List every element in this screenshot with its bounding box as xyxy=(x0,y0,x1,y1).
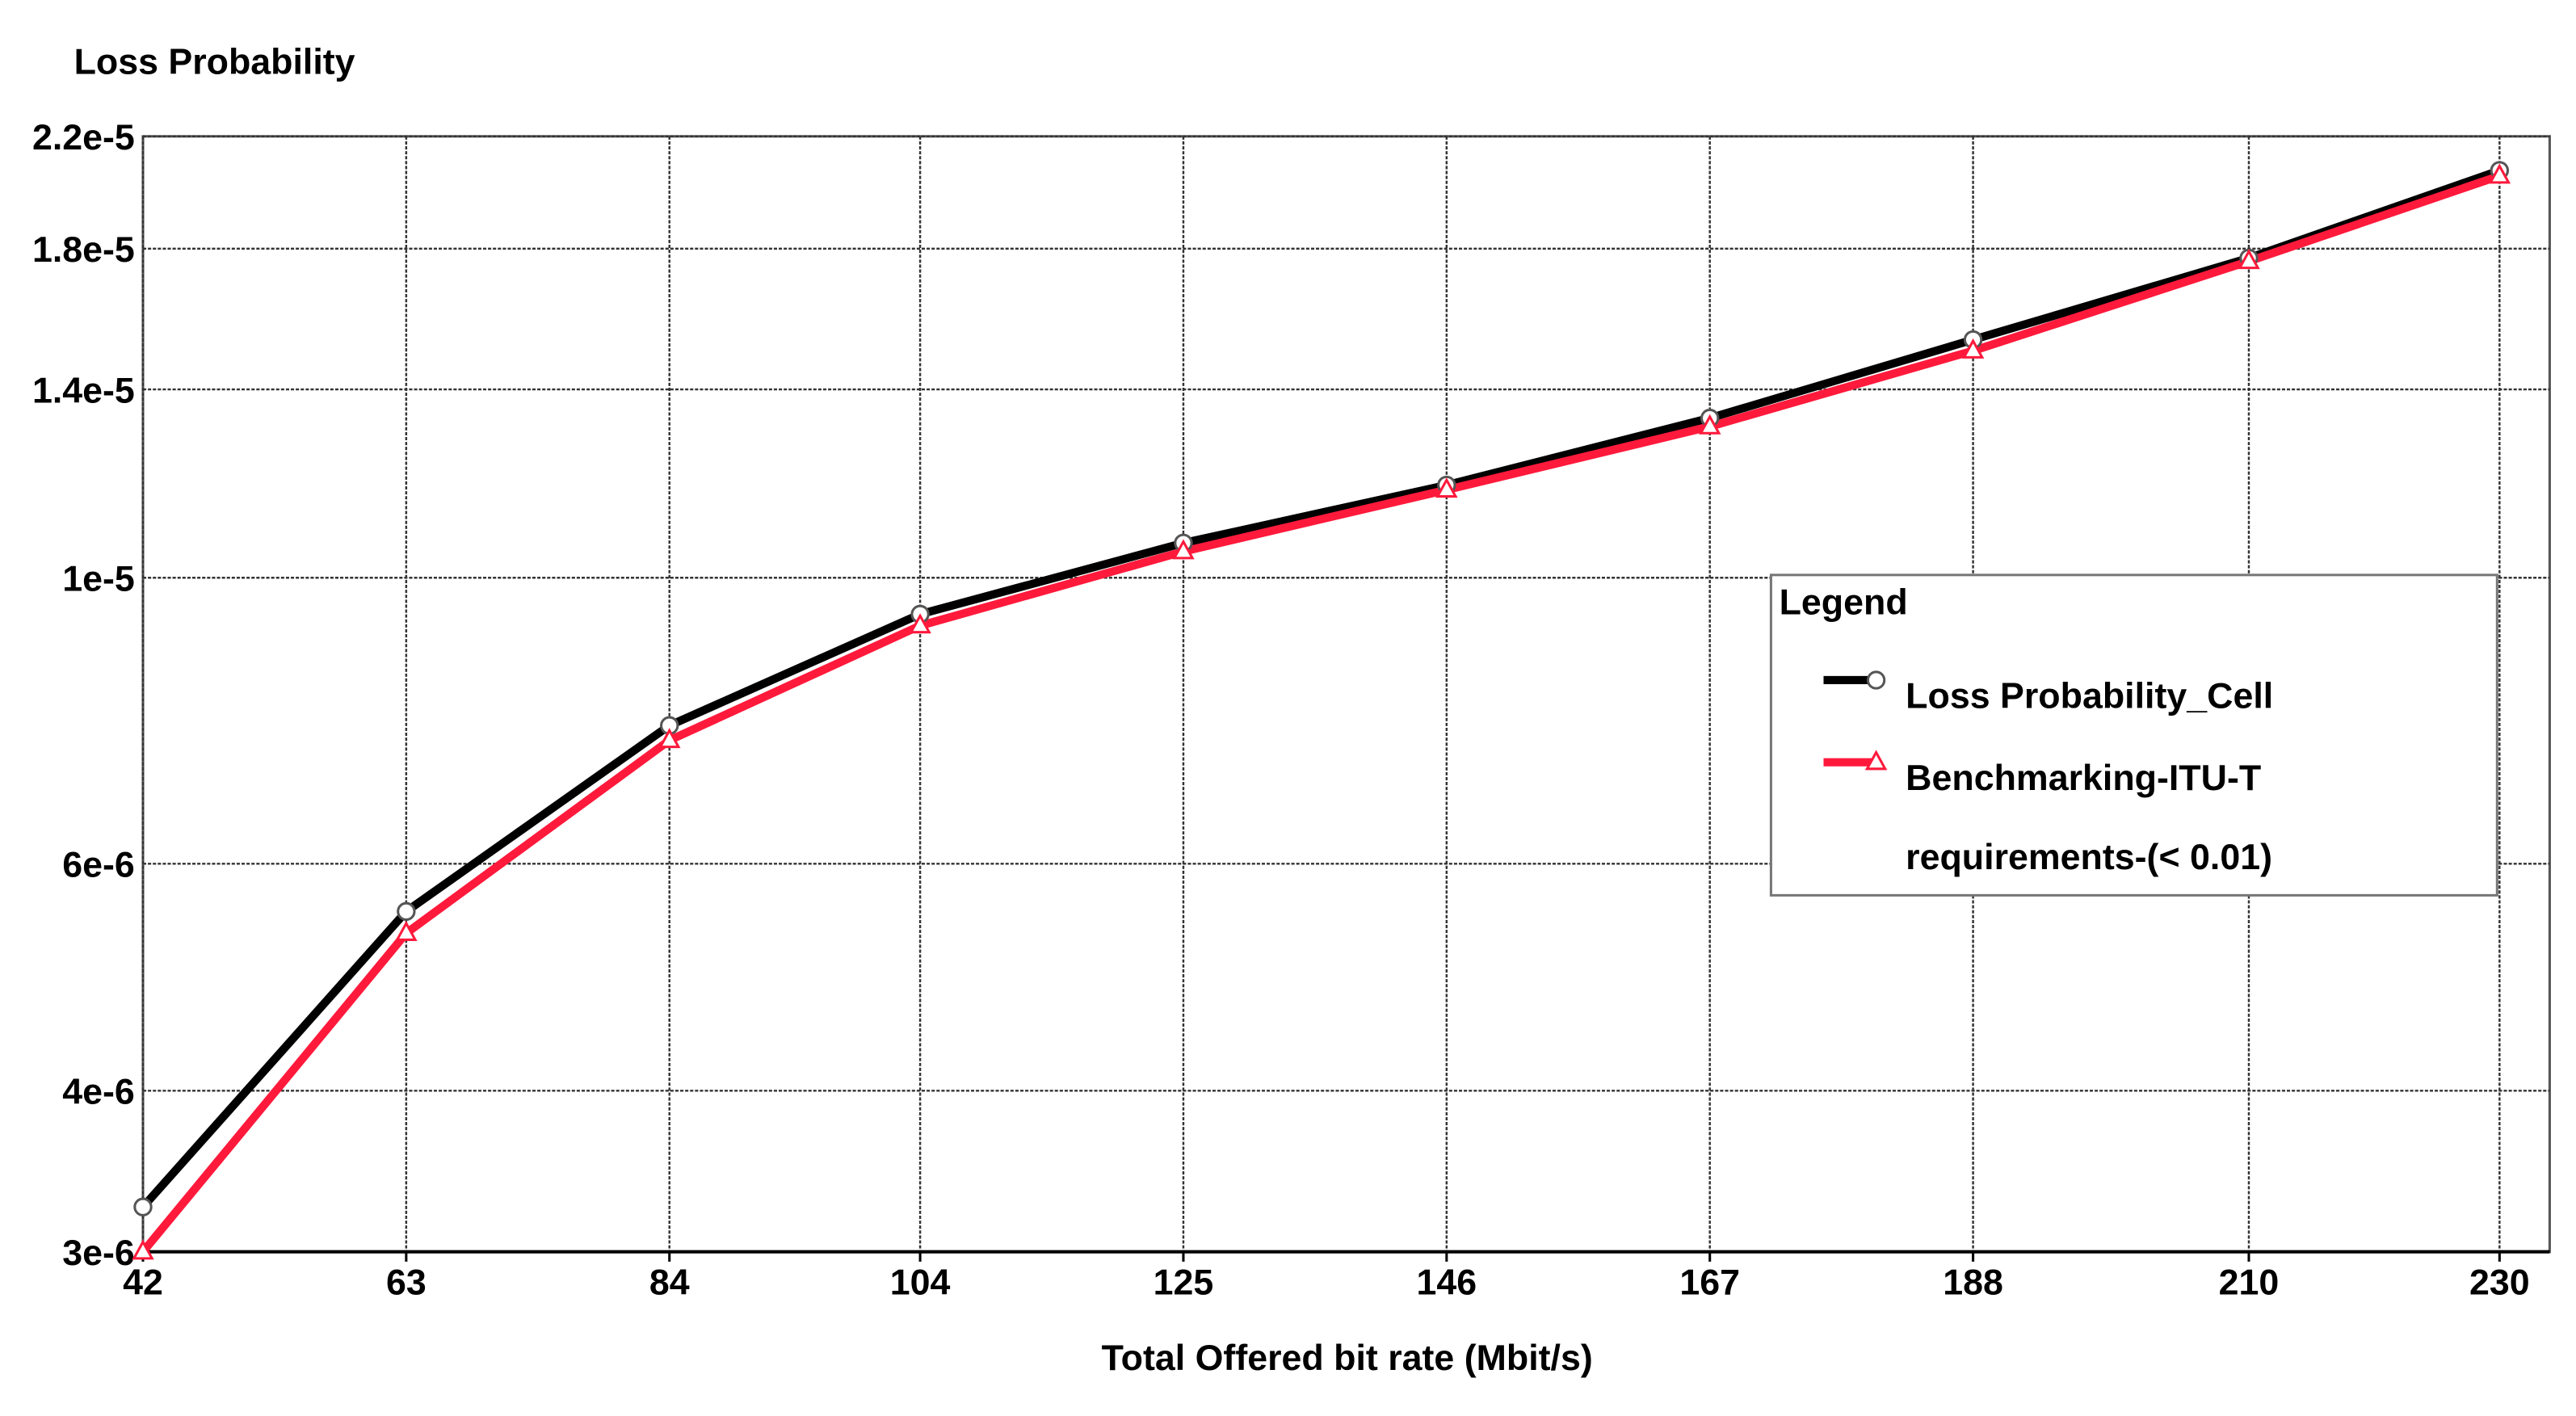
x-tick-label: 167 xyxy=(1679,1263,1740,1303)
legend-title: Legend xyxy=(1779,581,1908,623)
x-tick-label: 104 xyxy=(890,1263,951,1303)
y-axis-title: Loss Probability xyxy=(74,42,355,82)
x-tick-label: 63 xyxy=(386,1263,427,1303)
legend-box xyxy=(1769,574,2498,897)
marker xyxy=(1866,670,1886,690)
x-tick-label: 210 xyxy=(2219,1263,2280,1303)
y-tick-label: 4e-6 xyxy=(62,1072,135,1112)
legend-label: Benchmarking-ITU-T requirements-(< 0.01) xyxy=(1906,757,2272,878)
marker xyxy=(909,613,931,634)
marker xyxy=(1961,338,1985,359)
x-tick-label: 146 xyxy=(1417,1263,1477,1303)
series-line xyxy=(140,166,2502,1210)
marker xyxy=(1435,477,1458,498)
marker xyxy=(395,920,418,941)
x-tick-label: 188 xyxy=(1943,1263,2003,1303)
x-tick-label: 84 xyxy=(649,1263,690,1303)
y-tick-label: 1.8e-5 xyxy=(32,229,135,270)
y-tick-label: 2.2e-5 xyxy=(32,117,135,158)
y-tick-label: 1.4e-5 xyxy=(32,370,135,410)
legend: Legend Loss Probability_Cell Benchmarking-… xyxy=(1771,575,2497,896)
marker xyxy=(1698,414,1721,435)
y-tick-label: 3e-6 xyxy=(62,1233,135,1273)
series-line xyxy=(140,171,2501,1254)
x-tick-label: 42 xyxy=(123,1263,163,1303)
marker xyxy=(133,1197,153,1216)
x-tick-label: 125 xyxy=(1154,1263,1214,1303)
marker xyxy=(397,901,416,922)
marker xyxy=(1172,539,1195,560)
legend-content: Legend Loss Probability_Cell Benchmarking-… xyxy=(1771,575,2497,896)
y-tick-label: 1e-5 xyxy=(62,559,135,599)
marker xyxy=(1864,750,1888,771)
legend-label: Loss Probability_Cell xyxy=(1906,674,2274,716)
x-tick-label: 230 xyxy=(2469,1263,2530,1303)
marker xyxy=(2238,249,2260,270)
x-axis-title: Total Offered bit rate (Mbit/s) xyxy=(1102,1338,1593,1378)
marker xyxy=(132,1239,154,1260)
marker xyxy=(2488,163,2511,184)
marker xyxy=(658,728,681,749)
y-tick-label: 6e-6 xyxy=(62,845,135,885)
